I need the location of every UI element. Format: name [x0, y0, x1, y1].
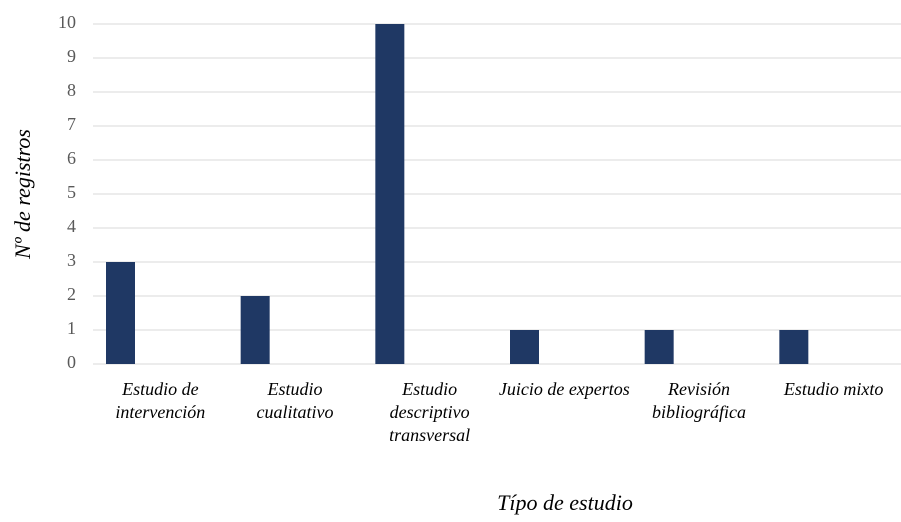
x-tick-label: Juicio de expertos — [498, 379, 630, 399]
bar — [510, 330, 539, 364]
y-tick-label: 0 — [67, 352, 76, 372]
x-tick-label: Estudio cualitativo — [256, 379, 334, 422]
y-tick-label: 1 — [67, 318, 76, 338]
y-tick-label: 4 — [67, 216, 76, 236]
y-axis-title: Nº de registros — [10, 129, 35, 260]
x-tick-label: Estudio descriptivo transversal — [389, 379, 471, 445]
bar — [240, 296, 270, 364]
bar — [644, 330, 674, 364]
bar — [106, 262, 135, 364]
y-tick-label: 3 — [67, 250, 76, 270]
bar — [779, 330, 809, 364]
y-tick-label: 10 — [58, 12, 76, 32]
x-tick-label: Revisión bibliográfica — [652, 379, 746, 422]
bar — [375, 24, 405, 364]
y-tick-label: 5 — [67, 182, 76, 202]
y-tick-label: 9 — [67, 46, 76, 66]
x-tick-label: Estudio mixto — [783, 379, 884, 399]
y-tick-label: 6 — [67, 148, 76, 168]
x-axis-title: Típo de estudio — [497, 490, 633, 515]
y-tick-label: 7 — [67, 114, 76, 134]
y-tick-label: 8 — [67, 80, 76, 100]
x-tick-label: Estudio de intervención — [115, 379, 206, 422]
y-tick-label: 2 — [67, 284, 76, 304]
